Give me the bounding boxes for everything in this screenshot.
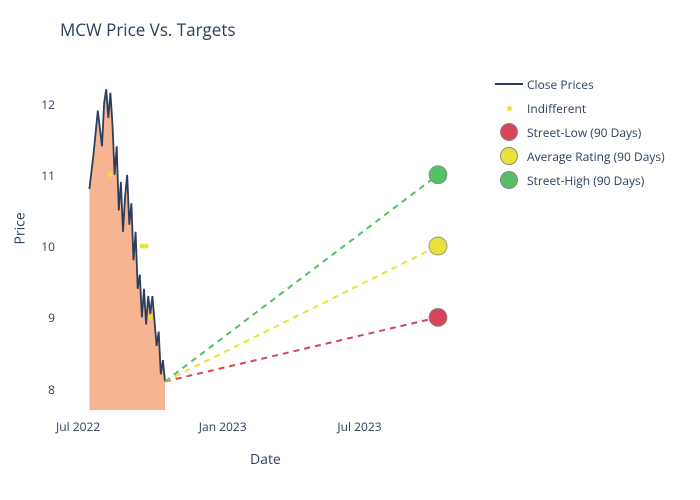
target-line-average_rating xyxy=(165,246,438,381)
x-tick-0: Jul 2022 xyxy=(56,418,100,435)
legend-close: Close Prices xyxy=(495,75,665,93)
legend-indifferent-marker xyxy=(495,99,523,117)
y-tick-11: 11 xyxy=(41,167,55,184)
close-line-icon xyxy=(495,83,523,85)
indifferent-dot-2 xyxy=(144,244,149,249)
chart-title: MCW Price Vs. Targets xyxy=(60,18,236,41)
target-marker-average_rating xyxy=(429,237,447,255)
y-tick-9: 9 xyxy=(48,309,55,326)
x-tick-1: Jan 2023 xyxy=(199,418,247,435)
street_high-dot-icon xyxy=(500,171,518,189)
chart-svg xyxy=(60,75,480,410)
legend-average_rating-label: Average Rating (90 Days) xyxy=(527,148,665,165)
legend-street_low-label: Street-Low (90 Days) xyxy=(527,124,641,141)
legend-close-label: Close Prices xyxy=(527,76,594,93)
legend: Close Prices Indifferent Street-Low (90 Da… xyxy=(495,75,665,195)
target-marker-street_high xyxy=(429,166,447,184)
street_low-dot-icon xyxy=(500,123,518,141)
indifferent-dot-3 xyxy=(148,315,153,320)
plot-area xyxy=(60,75,480,410)
target-marker-street_low xyxy=(429,308,447,326)
y-tick-12: 12 xyxy=(41,96,55,113)
y-tick-8: 8 xyxy=(48,381,55,398)
legend-street_high: Street-High (90 Days) xyxy=(495,171,665,189)
indifferent-dot-icon xyxy=(507,106,512,111)
legend-indifferent-label: Indifferent xyxy=(527,100,586,117)
legend-street_high-label: Street-High (90 Days) xyxy=(527,172,644,189)
legend-average_rating: Average Rating (90 Days) xyxy=(495,147,665,165)
x-axis-label: Date xyxy=(250,450,281,469)
x-tick-2: Jul 2023 xyxy=(337,418,381,435)
legend-street_high-marker xyxy=(495,171,523,189)
y-tick-10: 10 xyxy=(41,238,55,255)
legend-close-marker xyxy=(495,75,523,93)
target-line-street_high xyxy=(165,175,438,382)
indifferent-dot-0 xyxy=(108,172,113,177)
average_rating-dot-icon xyxy=(500,147,518,165)
legend-average_rating-marker xyxy=(495,147,523,165)
legend-indifferent: Indifferent xyxy=(495,99,665,117)
legend-street_low: Street-Low (90 Days) xyxy=(495,123,665,141)
target-line-street_low xyxy=(165,317,438,381)
y-axis-label: Price xyxy=(11,212,30,244)
legend-street_low-marker xyxy=(495,123,523,141)
